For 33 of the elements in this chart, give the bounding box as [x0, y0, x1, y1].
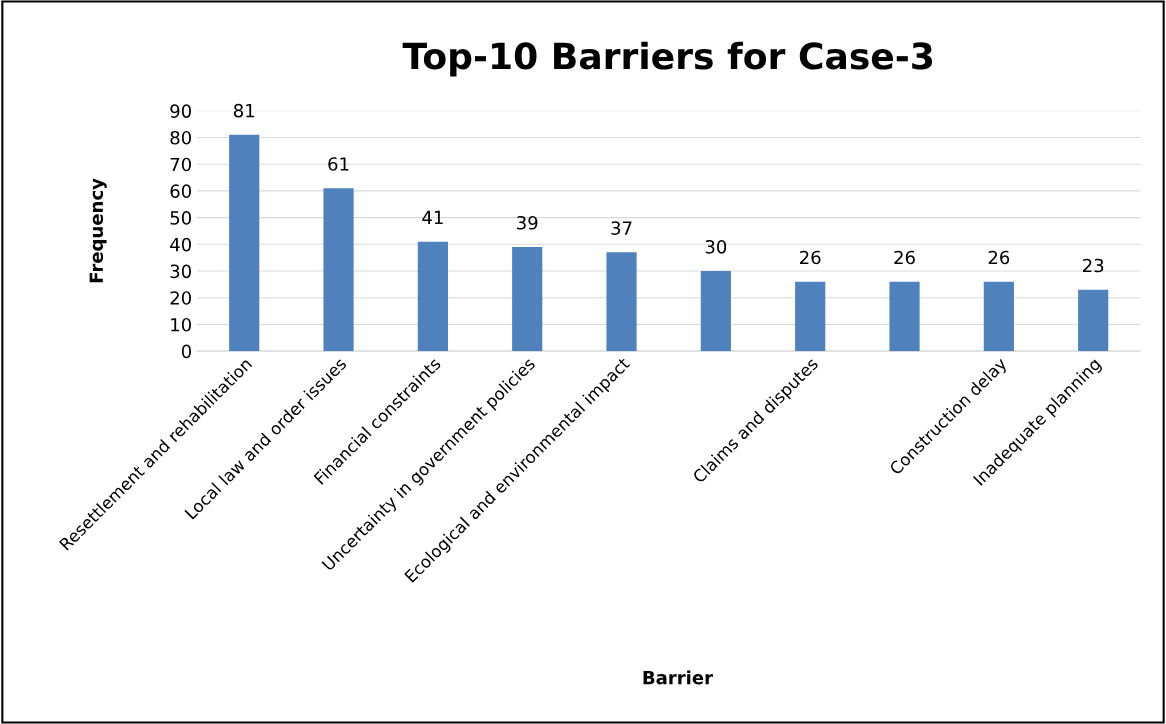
y-tick-label: 70 [170, 157, 191, 172]
y-tick-label: 80 [170, 130, 191, 145]
data-label: 39 [517, 215, 538, 230]
data-label: 37 [611, 221, 632, 235]
data-label: 26 [800, 250, 821, 265]
y-tick-label: 10 [171, 317, 191, 332]
y-tick-label: 0 [181, 344, 191, 359]
bar [606, 252, 637, 352]
y-tick-label: 50 [170, 211, 191, 225]
y-tick-label: 20 [170, 291, 191, 305]
data-label: 81 [233, 103, 255, 118]
data-label: 41 [422, 210, 443, 224]
bar [229, 134, 260, 352]
bar [795, 281, 826, 352]
bar [889, 281, 920, 352]
bar [1078, 289, 1109, 352]
data-label: 30 [705, 239, 727, 254]
chart-title: Top-10 Barriers for Case-3 [402, 41, 933, 77]
bar [512, 246, 543, 352]
bar [700, 271, 731, 352]
bar [983, 281, 1014, 352]
data-label: 26 [894, 250, 915, 265]
y-tick-label: 40 [170, 237, 191, 252]
bar [417, 241, 448, 352]
y-tick-label: 30 [170, 264, 191, 279]
data-label: 26 [988, 250, 1010, 265]
bar [323, 188, 354, 352]
data-label: 23 [1083, 258, 1104, 273]
data-label: 61 [328, 157, 349, 171]
y-tick-label: 90 [170, 104, 191, 118]
y-axis-title: Frequency [89, 178, 107, 283]
y-tick-label: 60 [170, 184, 191, 199]
x-axis-title: Barrier [643, 670, 713, 685]
